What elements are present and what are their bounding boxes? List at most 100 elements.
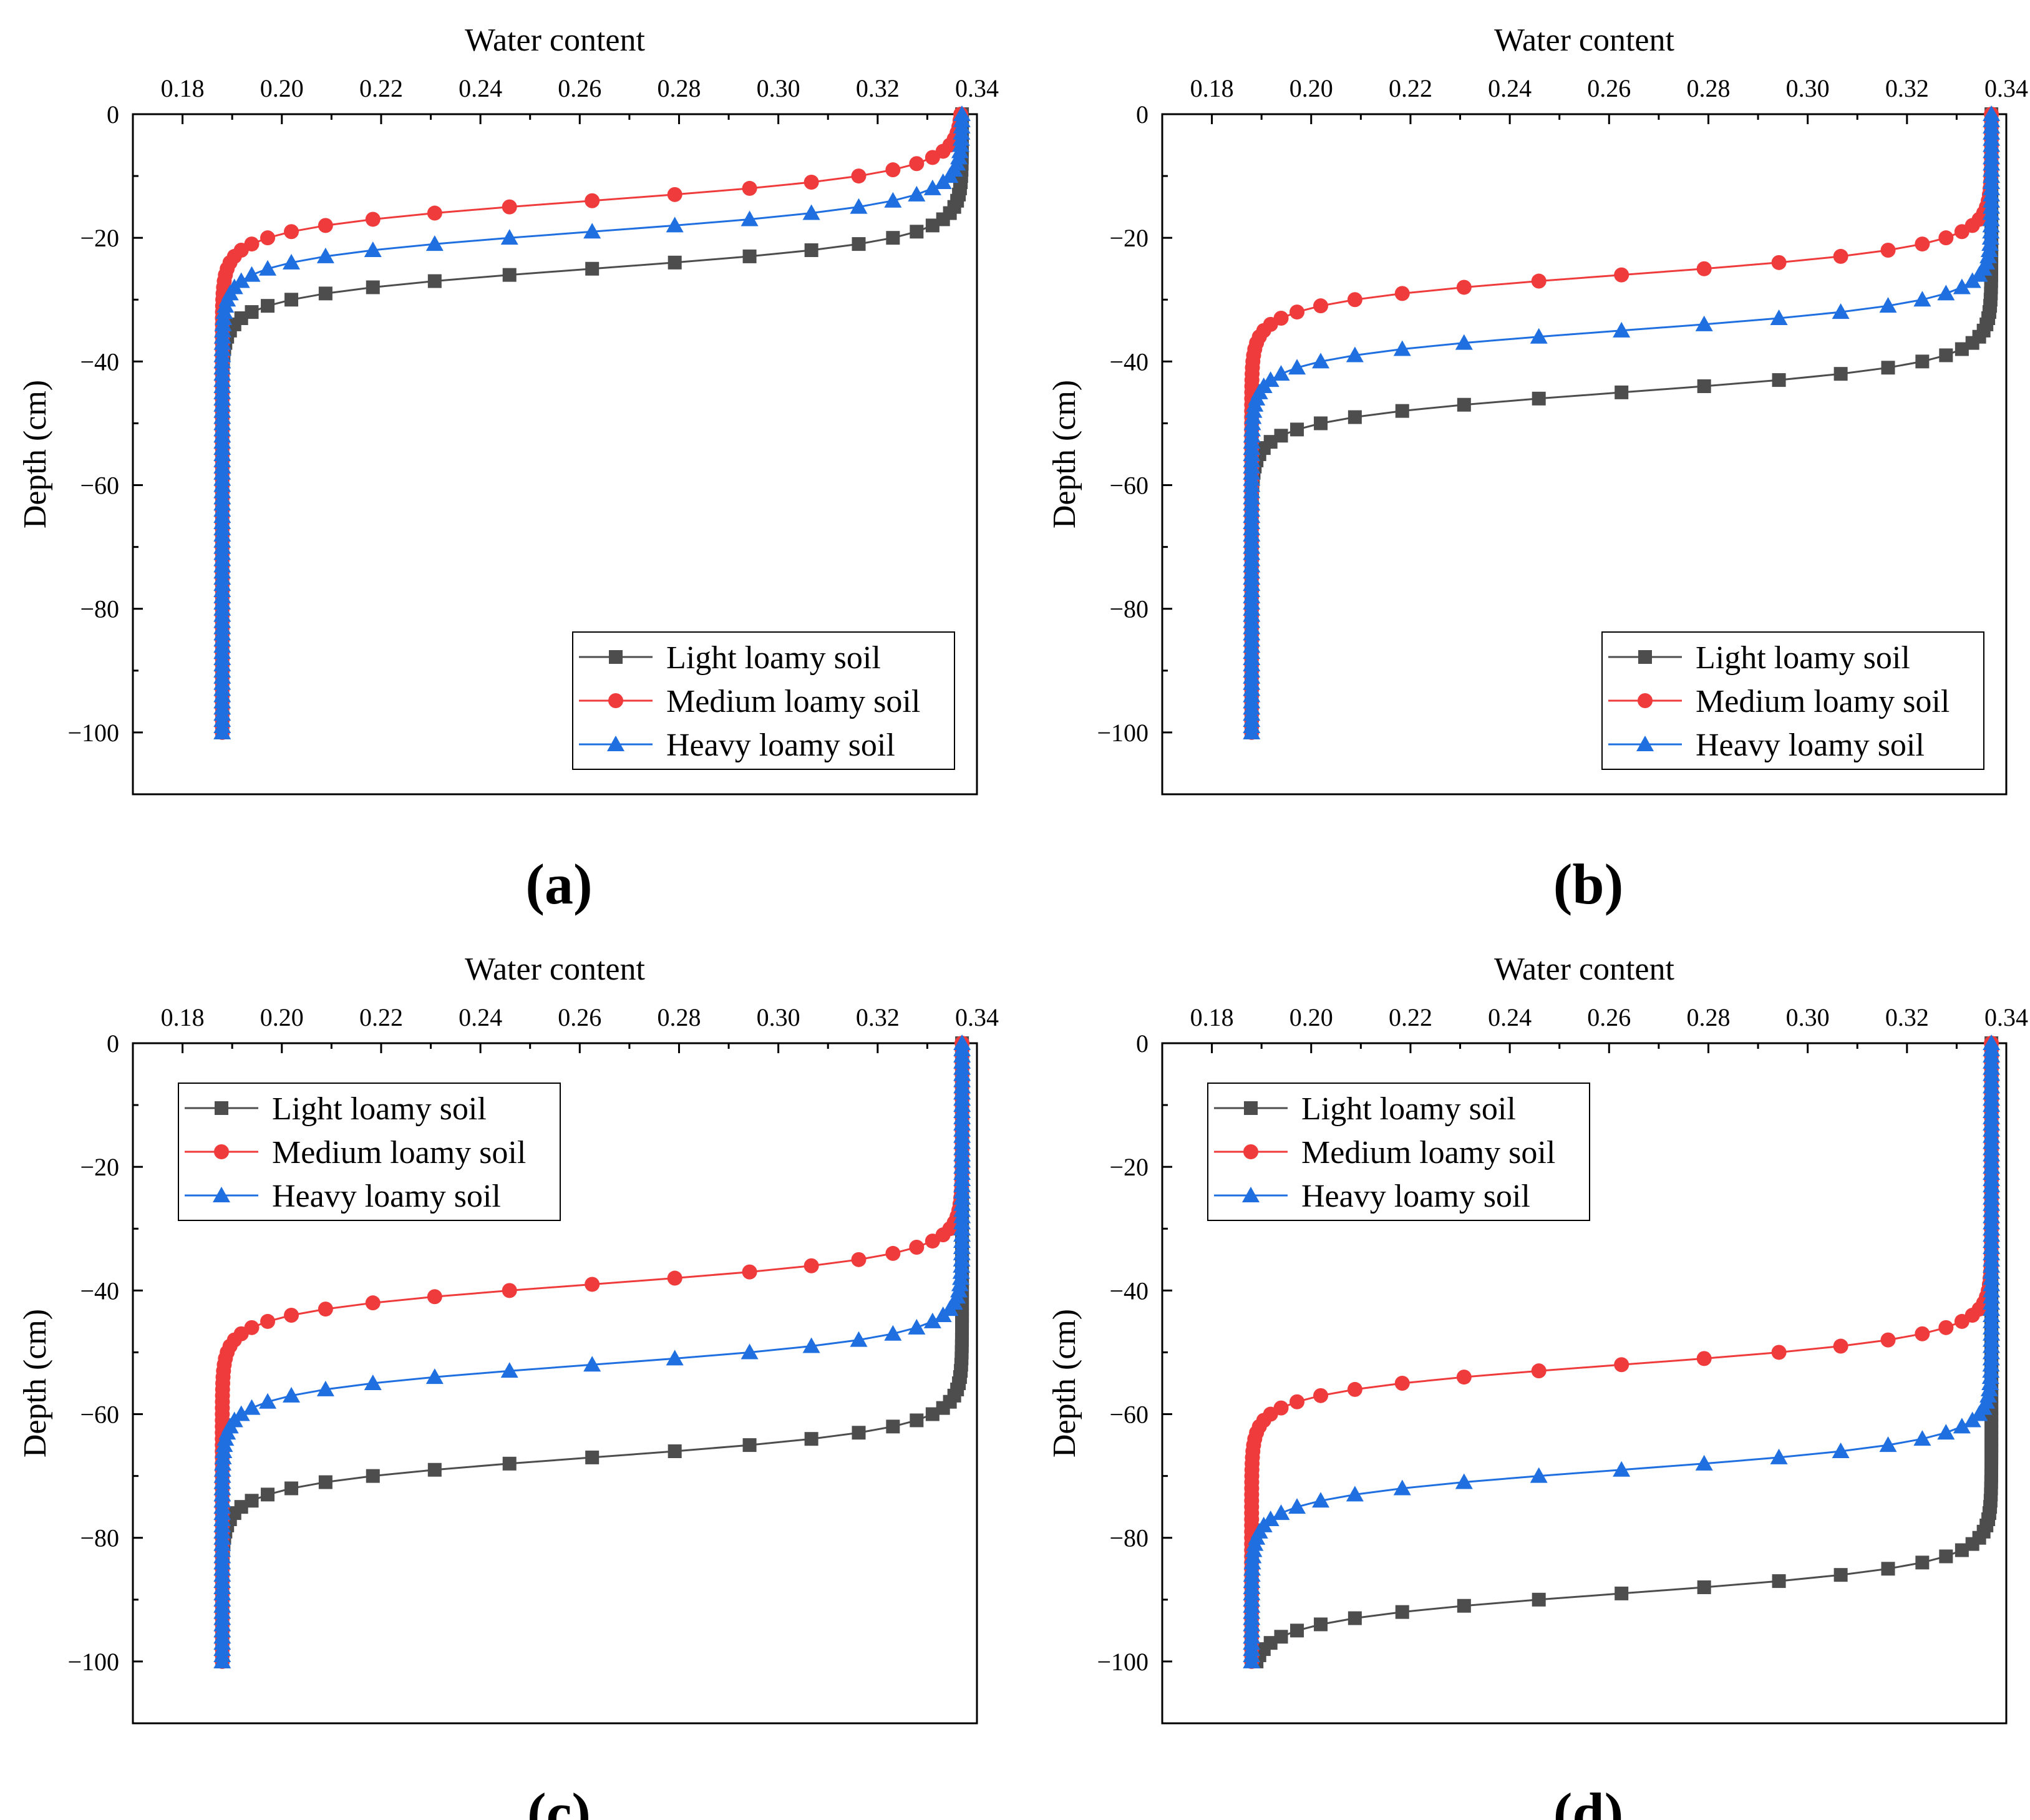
data-point [1915, 236, 1930, 252]
x-tick-label: 0.22 [359, 74, 403, 102]
data-point [1980, 1380, 1998, 1396]
x-tick-label: 0.18 [161, 74, 205, 102]
data-point [1457, 1599, 1471, 1613]
data-point [1954, 1313, 1969, 1329]
data-point [260, 1313, 276, 1329]
data-point [364, 1375, 382, 1390]
x-tick-label: 0.20 [260, 1003, 304, 1031]
legend: Light loamy soil Medium loamy soil Heavy l… [1601, 631, 1984, 770]
x-tick-label: 0.30 [1786, 1003, 1830, 1031]
data-point [852, 237, 866, 251]
data-point [667, 1270, 682, 1286]
y-tick-label: 0 [107, 100, 119, 129]
data-point [886, 231, 900, 245]
data-point [1455, 334, 1473, 350]
y-tick-label: 0 [1136, 1029, 1149, 1058]
x-tick-label: 0.30 [757, 74, 800, 102]
series-triangle [1243, 105, 2001, 739]
data-point [318, 1302, 333, 1317]
data-point [1274, 429, 1288, 443]
x-axis-title: Water content [1494, 22, 1674, 58]
data-point [667, 187, 682, 202]
data-point [365, 212, 381, 227]
data-point [1243, 723, 1261, 739]
data-point [1395, 404, 1409, 418]
data-point [884, 192, 902, 208]
x-tick-label: 0.26 [1587, 1003, 1631, 1031]
series-triangle [213, 105, 971, 739]
data-point [1456, 280, 1472, 295]
data-point [951, 142, 969, 158]
y-tick-label: −100 [67, 719, 119, 747]
data-point [425, 235, 444, 251]
data-point [884, 1325, 902, 1341]
data-point [1772, 1574, 1786, 1589]
data-point [1347, 292, 1362, 308]
data-point [1531, 273, 1547, 289]
x-tick-label: 0.20 [260, 74, 304, 102]
x-axis-title: Water content [465, 951, 645, 987]
x-tick-label: 0.30 [1786, 74, 1830, 102]
data-point [1530, 1467, 1548, 1483]
chart-panel-c: 0.18 0.20 0.22 0.24 0.26 0.28 0.30 0.32 0.34 0 −20… [17, 951, 999, 1820]
x-tick-label: 0.34 [1984, 74, 2028, 102]
data-point [1288, 359, 1306, 375]
data-point [259, 260, 277, 276]
legend-label: Light loamy soil [666, 640, 881, 676]
data-point [1246, 396, 1264, 412]
data-point [1879, 297, 1897, 313]
data-point [1833, 248, 1848, 264]
data-point [427, 1462, 442, 1477]
data-point [1953, 278, 1971, 294]
data-point [666, 1350, 684, 1366]
data-point [1770, 1448, 1788, 1464]
data-point [1938, 230, 1954, 246]
data-point [1274, 1630, 1288, 1644]
data-point [427, 205, 442, 221]
y-tick-label: −20 [80, 1153, 119, 1181]
legend-marker [1638, 693, 1653, 708]
data-point [1980, 241, 1998, 257]
data-point [908, 1318, 926, 1335]
data-point [1915, 1555, 1930, 1570]
data-point [742, 180, 757, 196]
legend-label: Heavy loamy soil [1696, 728, 1925, 763]
data-point [1833, 1338, 1848, 1354]
data-point [1395, 1605, 1409, 1619]
data-point [1695, 315, 1713, 331]
data-point [1290, 1623, 1304, 1638]
data-point [1832, 1443, 1850, 1458]
data-point [1313, 298, 1329, 314]
data-point [1963, 272, 1981, 288]
data-point [216, 297, 235, 313]
data-point [502, 1456, 517, 1471]
legend-label: Heavy loamy soil [666, 728, 895, 763]
data-point [885, 162, 901, 178]
panel-label: (d) [1553, 1781, 1623, 1820]
data-point [925, 1407, 940, 1421]
x-tick-label: 0.26 [558, 1003, 601, 1031]
x-tick-label: 0.32 [856, 74, 900, 102]
y-tick-label: −40 [80, 1277, 119, 1305]
data-point [260, 230, 276, 246]
plot-frame [132, 113, 978, 796]
data-point [1939, 348, 1953, 363]
data-point [1953, 1418, 1971, 1434]
data-point [284, 1481, 299, 1496]
data-point [1954, 224, 1969, 240]
data-point [742, 1438, 757, 1453]
panel-label: (a) [525, 852, 592, 916]
data-point [1881, 361, 1895, 375]
data-point [216, 1430, 235, 1446]
x-tick-label: 0.34 [955, 1003, 999, 1031]
data-point [852, 1426, 866, 1440]
data-point [245, 305, 259, 319]
data-point [936, 212, 950, 226]
data-point [910, 225, 924, 239]
y-tick-label: −80 [1109, 1524, 1149, 1552]
x-tick-label: 0.24 [1488, 74, 1532, 102]
data-point [318, 218, 333, 233]
data-point [1312, 1492, 1330, 1508]
x-tick-label: 0.18 [1190, 1003, 1234, 1031]
data-point [500, 229, 518, 245]
